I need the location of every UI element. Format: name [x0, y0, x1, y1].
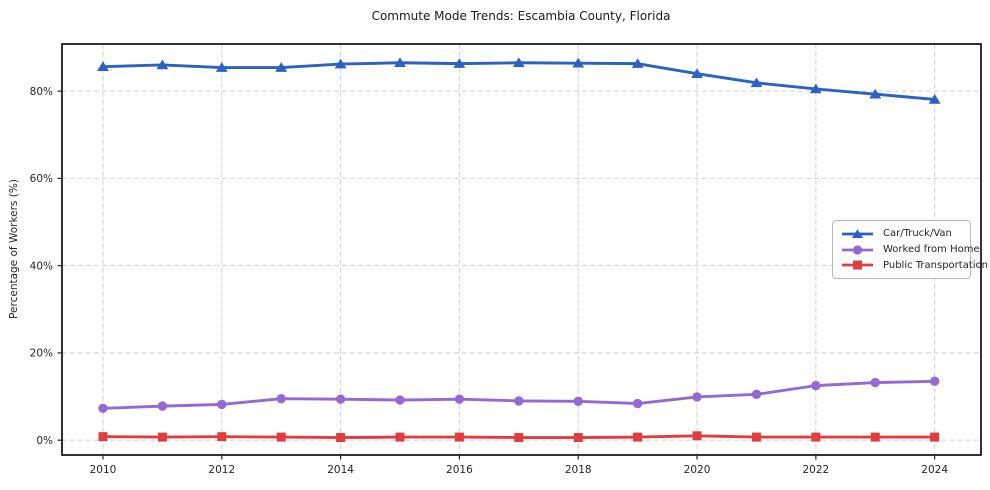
legend-label: Car/Truck/Van [883, 228, 952, 240]
legend-label: Worked from Home [883, 244, 980, 255]
svg-text:2010: 2010 [90, 464, 117, 476]
svg-text:60%: 60% [30, 173, 53, 185]
svg-text:2016: 2016 [446, 464, 473, 476]
svg-text:40%: 40% [30, 260, 53, 272]
tick-marks [57, 90, 936, 460]
legend-item-car-truck-van: Car/Truck/Van [841, 226, 964, 242]
svg-text:2018: 2018 [565, 464, 592, 476]
svg-text:80%: 80% [30, 86, 53, 98]
legend-item-public-transportation: Public Transportation [841, 257, 988, 273]
legend-marker-triangle-icon [842, 229, 873, 238]
svg-text:2012: 2012 [208, 464, 235, 476]
svg-text:2024: 2024 [921, 464, 948, 476]
y-axis-title: Percentage of Workers (%) [8, 179, 20, 319]
gridlines [62, 44, 981, 455]
svg-text:2022: 2022 [802, 464, 829, 476]
legend-marker-circle-icon [842, 244, 873, 255]
svg-text:0%: 0% [36, 435, 53, 447]
svg-text:2014: 2014 [327, 464, 354, 476]
plot-area [62, 44, 981, 455]
series-car-truck-van [97, 57, 941, 104]
legend-box: Car/Truck/Van Worked from Home Public Tr… [832, 220, 988, 279]
series-public-transportation [98, 431, 940, 443]
tick-labels: 2010 2012 2014 2016 2018 2020 2022 2024 0% 20% 40%… [30, 86, 949, 476]
legend-marker-square-icon [842, 260, 873, 270]
svg-text:20%: 20% [30, 348, 53, 360]
legend-label: Public Transportation [883, 259, 988, 271]
plot-border [61, 43, 982, 456]
legend-item-worked-from-home: Worked from Home [841, 242, 980, 258]
series-worked-from-home [98, 376, 940, 414]
chart-title: Commute Mode Trends: Escambia County, Fl… [371, 9, 671, 23]
svg-text:2020: 2020 [684, 464, 711, 476]
